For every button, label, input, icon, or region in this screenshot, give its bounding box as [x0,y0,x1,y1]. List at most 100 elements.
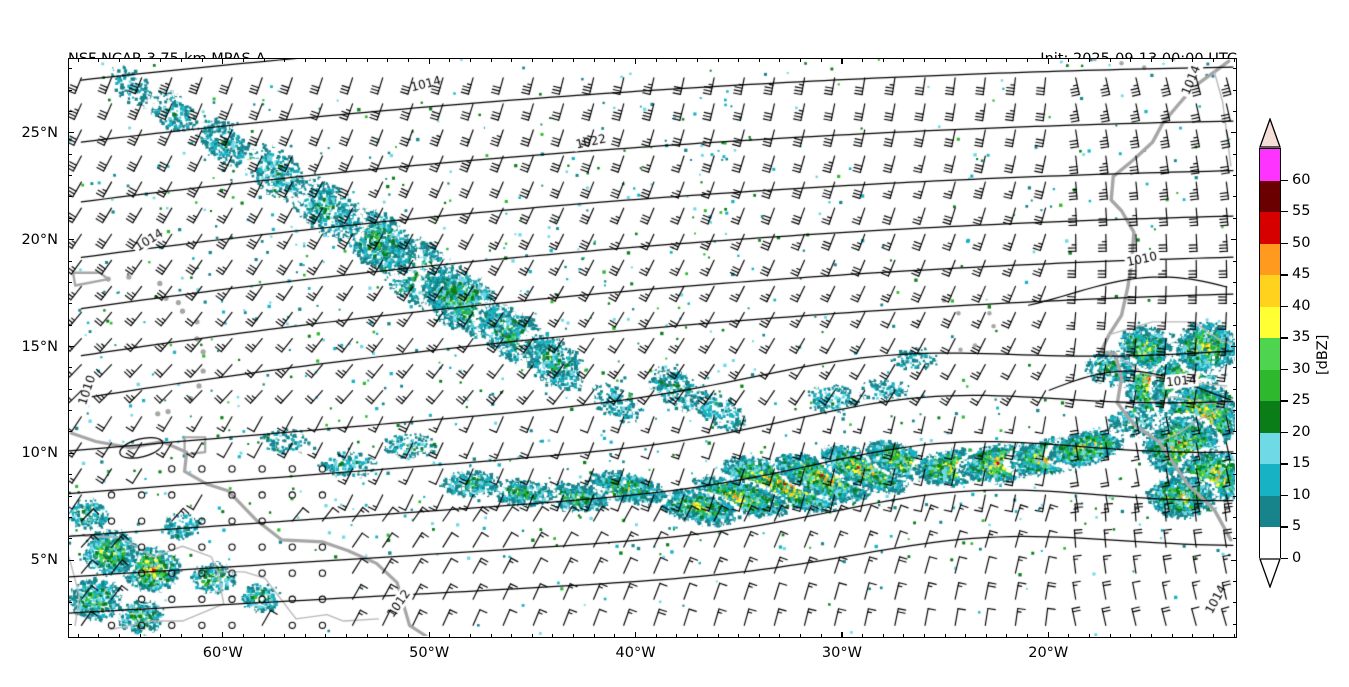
lon-minor-tick [1089,58,1091,62]
lon-minor-tick [614,634,616,638]
lat-minor-tick [68,367,72,369]
lat-minor-tick [1233,196,1237,198]
lon-minor-tick [1233,58,1235,62]
lat-minor-tick [68,581,72,583]
lon-minor-tick [820,634,822,638]
lon-tick-mark [634,632,637,638]
colorbar-band [1260,464,1280,496]
lon-minor-tick [366,634,368,638]
lon-minor-tick [490,634,492,638]
colorbar-tick-mark [1281,242,1288,244]
lon-minor-tick [779,58,781,62]
lon-minor-tick [160,634,162,638]
colorbar-tick-label: 50 [1292,234,1311,251]
lat-minor-tick [1233,538,1237,540]
lon-minor-tick [573,58,575,62]
lon-tick-mark [428,632,430,638]
lon-minor-tick [284,634,286,638]
lon-minor-tick [800,634,802,638]
colorbar-tick-mark [1281,368,1288,371]
lon-minor-tick [573,634,575,638]
colorbar-tick-label: 30 [1292,360,1311,377]
lon-minor-tick [1027,58,1029,62]
lat-tick-mark [1231,559,1237,561]
lat-minor-tick [68,388,72,390]
lat-tick-label: 15°N [21,338,58,355]
lon-minor-tick [862,634,864,638]
lon-minor-tick [593,634,595,638]
colorbar-tick-label: 40 [1292,297,1311,314]
lon-minor-tick [696,634,698,638]
colorbar-tick-label: 0 [1292,550,1302,566]
colorbar-tick-mark [1281,337,1288,339]
colorbar-band [1260,212,1280,244]
colorbar-band [1260,180,1280,213]
lon-minor-tick [201,634,203,638]
lon-minor-tick [717,634,719,638]
colorbar-tick-mark [1281,179,1288,181]
lon-minor-tick [325,634,327,638]
lon-minor-tick [923,58,925,62]
lat-tick-label: 5°N [30,552,58,569]
lon-minor-tick [469,634,471,638]
lon-tick-label: 20°W [1028,645,1069,661]
lon-minor-tick [119,58,121,62]
colorbar-tick-label: 35 [1292,329,1311,346]
lon-minor-tick [77,634,79,638]
lon-minor-tick [1150,58,1152,62]
lat-minor-tick [68,410,72,412]
lon-minor-tick [1006,58,1008,62]
lat-minor-tick [1233,175,1237,177]
colorbar-band [1260,401,1280,433]
map-plot-area[interactable] [68,58,1237,638]
lon-tick-label: 40°W [615,645,656,661]
colorbar-tick-label: 60 [1292,171,1311,188]
colorbar-tick-mark [1281,463,1288,465]
lon-minor-tick [1130,634,1132,638]
lon-minor-tick [882,634,884,638]
lon-minor-tick [552,58,554,62]
lat-minor-tick [68,303,72,305]
lon-minor-tick [1130,58,1132,62]
lon-minor-tick [139,634,141,638]
lon-minor-tick [201,58,203,62]
lon-minor-tick [738,58,740,62]
colorbar-bands [1259,148,1281,559]
lat-minor-tick [1233,474,1237,476]
lon-minor-tick [1212,58,1214,62]
lon-minor-tick [758,58,760,62]
colorbar-tick-label: 5 [1292,518,1302,535]
lon-minor-tick [676,634,678,638]
lon-minor-tick [1089,634,1091,638]
lat-minor-tick [1233,68,1237,70]
lon-minor-tick [242,634,244,638]
lat-minor-tick [1233,410,1237,412]
lon-minor-tick [1068,58,1070,62]
lon-minor-tick [676,58,678,62]
lon-minor-tick [1150,634,1152,638]
colorbar-extend-max-arrow [1259,118,1281,148]
lat-minor-tick [1233,388,1237,390]
lon-minor-tick [242,58,244,62]
colorbar[interactable]: 0 5 10 15 20 25 30 35 40 45 50 55 60 [1259,118,1310,588]
lon-minor-tick [511,58,513,62]
lat-minor-tick [1233,110,1237,112]
colorbar-tick-label: 10 [1292,486,1311,503]
lon-minor-tick [944,58,946,62]
lon-tick-mark [634,58,637,64]
lon-minor-tick [408,58,409,62]
lat-minor-tick [68,495,72,497]
lat-minor-tick [68,175,72,177]
lat-tick-label: 25°N [21,124,58,141]
lon-minor-tick [98,58,100,62]
lon-minor-tick [655,58,657,62]
lon-minor-tick [820,58,822,62]
lat-minor-tick [68,324,72,326]
lat-tick-mark [1231,345,1237,348]
lon-tick-label: 30°W [821,645,862,661]
lon-minor-tick [490,58,492,62]
colorbar-band [1260,369,1280,402]
lat-tick-mark [68,132,74,134]
lat-minor-tick [68,260,72,262]
lon-tick-mark [841,632,843,638]
